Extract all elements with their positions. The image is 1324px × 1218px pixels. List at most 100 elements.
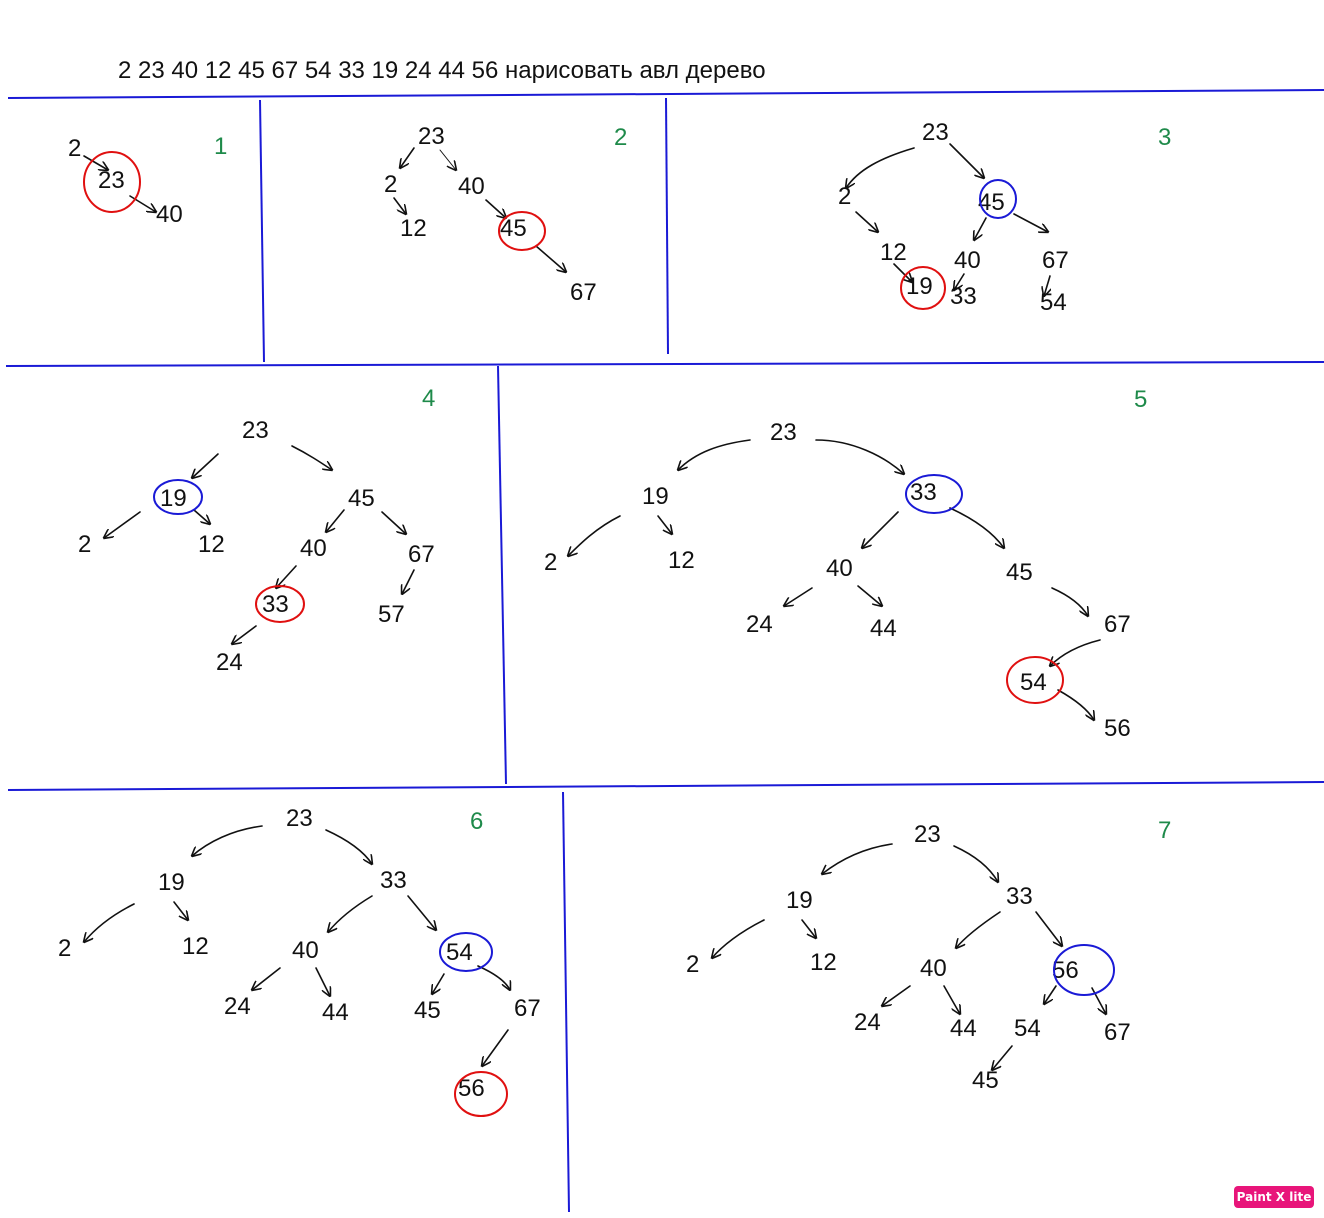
tree-edge — [482, 1029, 509, 1066]
panel-number: 1 — [214, 133, 227, 160]
tree-edge — [129, 195, 156, 212]
paint-x-lite-badge: Paint X lite — [1234, 1186, 1314, 1208]
tree-node: 33 — [380, 867, 407, 894]
tree-edge — [291, 445, 332, 470]
tree-node: 45 — [414, 997, 441, 1024]
tree-node: 19 — [786, 887, 813, 914]
tree-edge — [846, 147, 915, 188]
tree-node: 24 — [216, 649, 243, 676]
tree-edge — [974, 217, 987, 240]
tree-node: 45 — [1006, 559, 1033, 586]
tree-node: 45 — [348, 485, 375, 512]
tree-node: 23 — [914, 821, 941, 848]
rotation-mark-red — [498, 211, 546, 251]
tree-node: 23 — [922, 119, 949, 146]
pivot-mark-blue — [153, 479, 203, 515]
tree-edge — [568, 515, 621, 556]
tree-node: 33 — [262, 591, 289, 618]
tree-node: 44 — [322, 999, 349, 1026]
divider-v3 — [497, 365, 507, 785]
panel-number: 6 — [470, 808, 483, 835]
tree-node: 12 — [880, 239, 907, 266]
pivot-mark-blue — [905, 474, 963, 514]
tree-node: 24 — [854, 1009, 881, 1036]
tree-node: 19 — [158, 869, 185, 896]
panel-6: 6 23 19 33 2 12 40 54 24 44 45 67 56 — [58, 805, 541, 1117]
tree-edge — [402, 569, 415, 594]
pivot-mark-blue — [979, 179, 1017, 219]
tree-node: 2 — [68, 135, 81, 162]
tree-node: 67 — [514, 995, 541, 1022]
tree-edge — [193, 509, 210, 524]
tree-node: 12 — [668, 547, 695, 574]
tree-node: 54 — [1020, 669, 1047, 696]
tree-node: 2 — [686, 951, 699, 978]
tree-node: 67 — [1042, 247, 1069, 274]
tree-edge — [192, 825, 263, 856]
tree-edge — [1044, 275, 1050, 296]
tree-node: 19 — [906, 273, 933, 300]
tree-node: 19 — [642, 483, 669, 510]
tree-edge — [1057, 689, 1094, 720]
tree-edge — [678, 439, 751, 470]
tree-edge — [862, 511, 899, 548]
panel-1: 1 2 23 40 — [68, 133, 227, 228]
tree-edge — [949, 507, 1004, 548]
tree-node: 12 — [400, 215, 427, 242]
tree-node: 45 — [972, 1067, 999, 1094]
tree-node: 45 — [978, 189, 1005, 216]
tree-edge — [857, 585, 882, 606]
tree-node: 44 — [950, 1015, 977, 1042]
tree-node: 2 — [544, 549, 557, 576]
tree-node: 67 — [1104, 611, 1131, 638]
tree-edge — [943, 985, 960, 1014]
panel-5: 5 23 19 33 2 12 40 45 24 44 67 54 56 — [544, 386, 1147, 742]
panel-3: 3 23 2 45 12 40 67 19 33 54 — [838, 119, 1171, 316]
panel-dividers — [5, 89, 1324, 1213]
tree-edge — [104, 511, 141, 538]
panel-2: 2 23 2 40 12 45 67 — [384, 123, 627, 306]
tree-node: 54 — [1014, 1015, 1041, 1042]
divider-row3 — [7, 781, 1324, 791]
divider-v4 — [562, 791, 570, 1213]
tree-edge — [84, 903, 135, 942]
tree-node: 23 — [98, 167, 125, 194]
tree-edge — [1013, 213, 1048, 232]
tree-node: 40 — [826, 555, 853, 582]
tree-node: 23 — [418, 123, 445, 150]
tree-edge — [407, 895, 436, 930]
tree-node: 12 — [182, 933, 209, 960]
tree-edge — [485, 199, 506, 218]
divider-top — [7, 89, 1324, 99]
tree-edge — [432, 973, 445, 994]
tree-edge — [815, 439, 904, 474]
tree-edge — [328, 895, 373, 932]
tree-edge — [276, 565, 297, 588]
tree-node: 12 — [810, 949, 837, 976]
tree-node: 33 — [910, 479, 937, 506]
tree-edge — [252, 967, 281, 990]
task-heading: 2 23 40 12 45 67 54 33 19 24 44 56 нарис… — [118, 57, 766, 84]
rotation-mark-red — [83, 151, 141, 213]
tree-edge — [1091, 987, 1106, 1014]
tree-node: 67 — [408, 541, 435, 568]
tree-edge — [477, 965, 510, 990]
tree-node: 2 — [384, 171, 397, 198]
tree-edge — [173, 901, 188, 920]
tree-edge — [801, 919, 816, 938]
divider-v2 — [665, 97, 669, 355]
tree-edge — [1050, 639, 1101, 666]
tree-node: 67 — [570, 279, 597, 306]
tree-node: 12 — [198, 531, 225, 558]
tree-node: 24 — [746, 611, 773, 638]
rotation-mark-red — [454, 1071, 508, 1117]
tree-node: 40 — [458, 173, 485, 200]
tree-node: 2 — [838, 183, 851, 210]
tree-node: 56 — [1104, 715, 1131, 742]
tree-node: 40 — [954, 247, 981, 274]
tree-edge — [326, 509, 345, 532]
tree-edge — [535, 245, 566, 272]
tree-node: 19 — [160, 485, 187, 512]
panel-number: 5 — [1134, 386, 1147, 413]
